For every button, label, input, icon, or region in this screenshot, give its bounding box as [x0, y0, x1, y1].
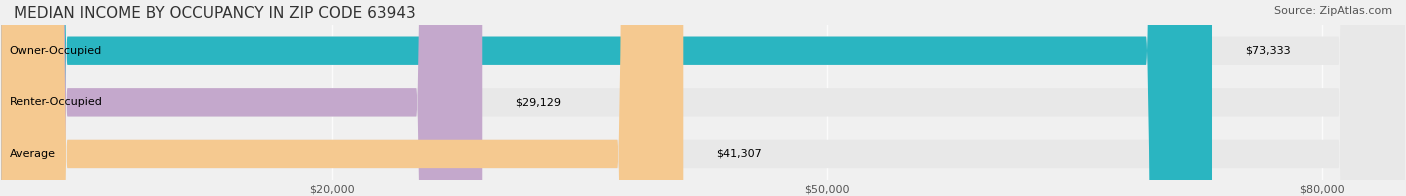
FancyBboxPatch shape [1, 0, 683, 196]
FancyBboxPatch shape [1, 0, 482, 196]
Text: MEDIAN INCOME BY OCCUPANCY IN ZIP CODE 63943: MEDIAN INCOME BY OCCUPANCY IN ZIP CODE 6… [14, 6, 416, 21]
Text: Owner-Occupied: Owner-Occupied [10, 46, 101, 56]
Text: Renter-Occupied: Renter-Occupied [10, 97, 103, 107]
FancyBboxPatch shape [1, 0, 1212, 196]
Text: $73,333: $73,333 [1246, 46, 1291, 56]
Text: $29,129: $29,129 [515, 97, 561, 107]
Text: Source: ZipAtlas.com: Source: ZipAtlas.com [1274, 6, 1392, 16]
Text: $41,307: $41,307 [716, 149, 762, 159]
Text: Average: Average [10, 149, 56, 159]
